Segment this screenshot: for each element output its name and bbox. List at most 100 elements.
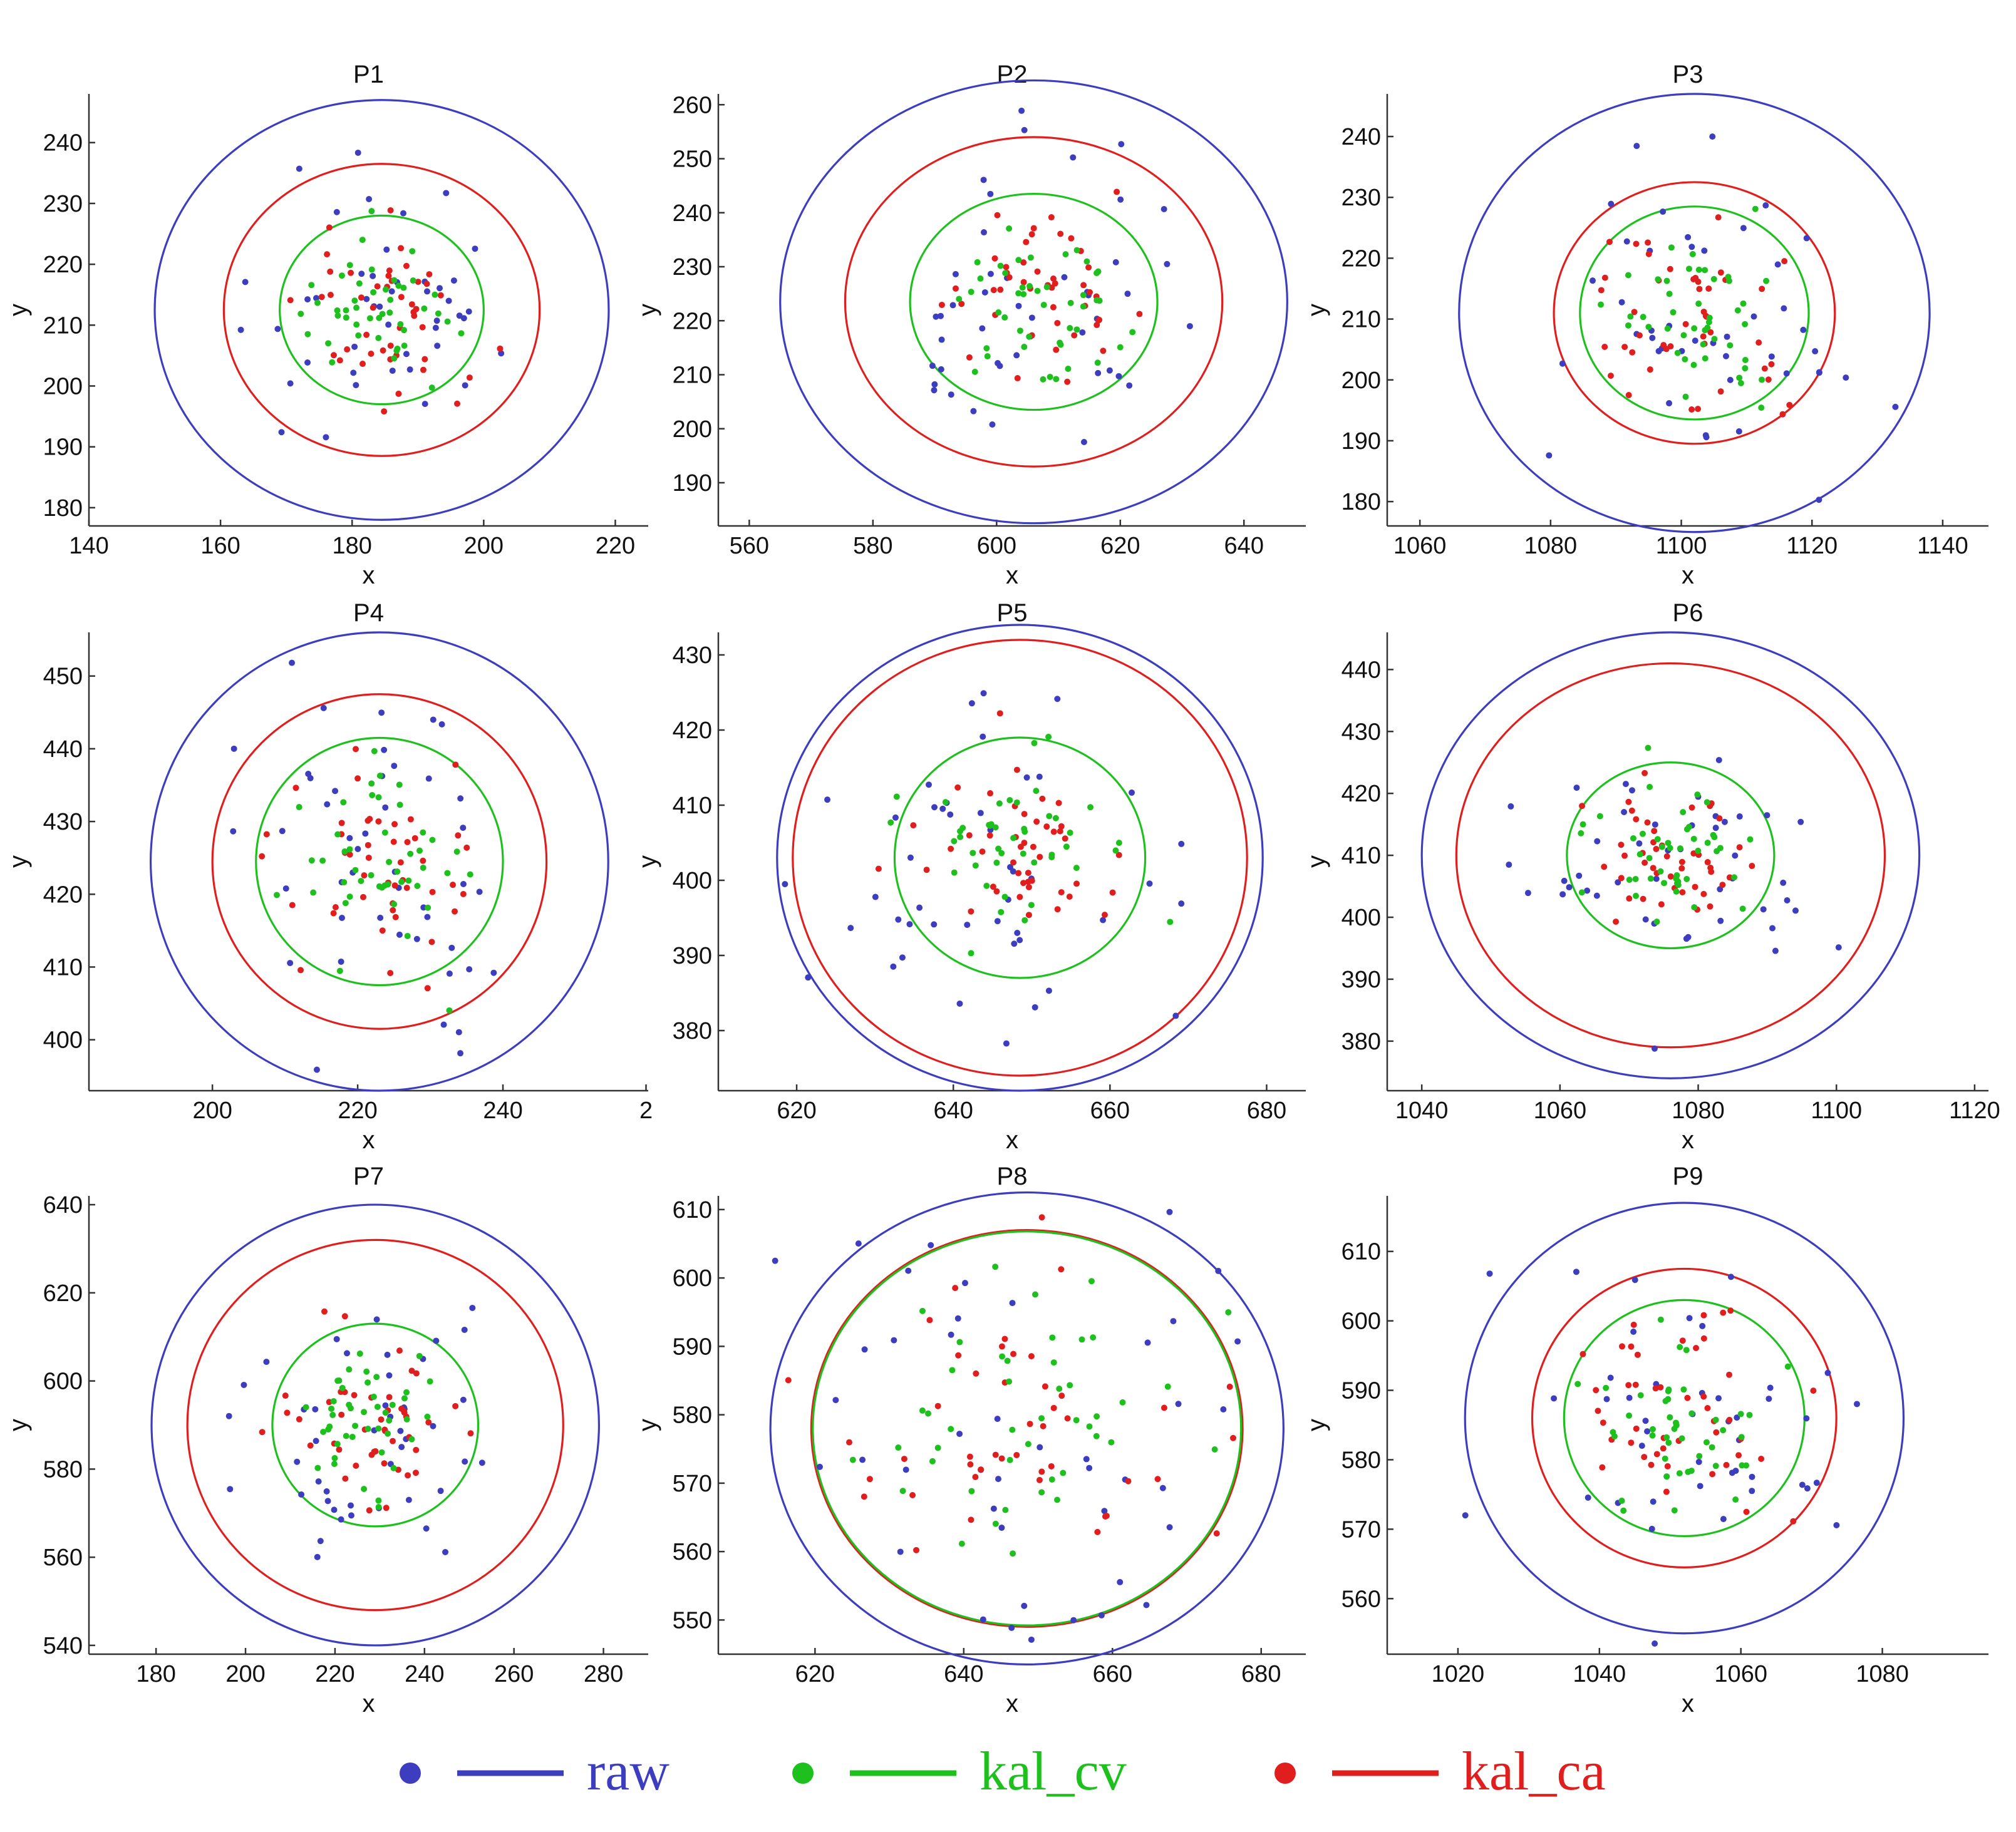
- kal_ca-point: [1667, 873, 1674, 880]
- raw-point: [1692, 337, 1698, 344]
- raw-point: [1524, 890, 1531, 897]
- kal_cv-point: [432, 291, 438, 298]
- kal_ca-point: [1109, 889, 1116, 896]
- raw-point: [1797, 818, 1804, 825]
- kal_ca-point: [1713, 1429, 1720, 1436]
- kal_ca-point: [336, 1446, 343, 1453]
- x-axis-label: x: [1006, 562, 1018, 589]
- raw-point: [1765, 1396, 1772, 1402]
- raw-point: [1642, 916, 1649, 923]
- kal_cv-point: [1596, 813, 1603, 820]
- raw-point: [396, 931, 403, 938]
- kal_ca-point: [1593, 1387, 1600, 1394]
- kal_cv-point: [358, 878, 364, 885]
- kal_ca-point: [365, 854, 372, 861]
- kal_cv-point: [992, 824, 999, 831]
- raw-point: [382, 804, 389, 811]
- kal_cv-point: [1695, 301, 1702, 307]
- raw-point: [1783, 370, 1790, 377]
- kal_ca-point: [408, 1367, 415, 1374]
- kal_cv-point: [919, 1307, 926, 1314]
- raw-point: [1767, 1384, 1774, 1391]
- kal_ca-point: [392, 913, 399, 920]
- kal_cv-point: [435, 310, 442, 317]
- kal_ca-point: [1058, 889, 1065, 896]
- y-tick-label: 240: [1341, 124, 1381, 150]
- raw-point: [338, 1516, 344, 1523]
- kal_cv-point: [1654, 836, 1661, 843]
- kal_cv-point: [375, 794, 382, 801]
- kal_cv-point: [948, 1426, 954, 1433]
- kal_cv-point: [995, 309, 1002, 316]
- kal_cv-point: [1578, 889, 1585, 896]
- raw-point: [315, 1478, 322, 1485]
- kal_cv-point: [1663, 277, 1670, 284]
- raw-circle: [776, 624, 1264, 1092]
- raw-point: [1098, 1612, 1105, 1618]
- raw-point: [324, 801, 331, 808]
- raw-point: [1727, 1274, 1734, 1280]
- kal_cv-point: [416, 847, 423, 854]
- raw-point: [1781, 305, 1787, 312]
- kal_ca-point: [997, 286, 1004, 293]
- raw-point: [1083, 1456, 1090, 1463]
- kal_ca-point: [1160, 1404, 1167, 1411]
- kal_cv-point: [1620, 1507, 1627, 1514]
- raw-point: [872, 893, 879, 900]
- raw-point: [338, 958, 344, 965]
- raw-point: [430, 1423, 437, 1429]
- y-tick-label: 200: [1341, 368, 1381, 394]
- kal_ca-point: [991, 255, 998, 262]
- raw-point: [434, 342, 441, 349]
- x-tick-label: 680: [1247, 1098, 1286, 1124]
- kal_cv-point: [968, 1488, 975, 1495]
- kal_cv-point: [394, 868, 401, 875]
- kal_cv-point: [1108, 1439, 1115, 1446]
- panel-p3: P3 1060 1080 1100 1120 1140 180 190 200 210 220 230…: [1303, 61, 1988, 589]
- kal_ca-point: [1062, 835, 1068, 842]
- kal_cv-point: [924, 1410, 931, 1417]
- kal_cv-point: [1702, 267, 1708, 274]
- kal_cv-point: [346, 262, 353, 269]
- raw-point: [1623, 238, 1630, 245]
- raw-point: [981, 229, 988, 236]
- raw-point: [1009, 1300, 1016, 1307]
- kal_ca-point: [419, 324, 426, 331]
- kal_cv-point: [353, 321, 360, 328]
- kal_ca-point: [263, 831, 270, 838]
- panel-p4: P4 200 220 240 2 400 410 420 430 440 450 x y: [4, 599, 653, 1154]
- kal_ca-point: [259, 1429, 266, 1436]
- panel-title: P6: [1673, 599, 1703, 627]
- kal_ca-point: [968, 908, 974, 915]
- panel-title: P8: [997, 1163, 1028, 1190]
- raw-point: [1166, 1208, 1173, 1215]
- raw-point: [1699, 1322, 1706, 1329]
- raw-point: [1170, 1318, 1177, 1325]
- kal_ca-point: [361, 872, 368, 879]
- y-tick-label: 230: [43, 191, 83, 217]
- raw-point: [902, 1466, 909, 1473]
- raw-point: [1648, 1525, 1655, 1532]
- y-tick-label: 420: [673, 718, 712, 744]
- raw-point: [1016, 937, 1023, 944]
- kal_ca-point: [423, 280, 430, 287]
- x-tick-label: 140: [69, 533, 108, 559]
- kal_cv-point: [375, 1503, 382, 1510]
- raw-point: [968, 700, 975, 707]
- kal_cv-point: [421, 305, 428, 312]
- kal_cv-point: [1655, 276, 1662, 283]
- kal_ca-point: [387, 342, 394, 349]
- kal_cv-point: [1689, 250, 1696, 257]
- raw-point: [1061, 274, 1068, 280]
- kal_cv-point: [1626, 877, 1633, 883]
- kal_ca-point: [1679, 1337, 1686, 1344]
- kal_ca-point: [1100, 347, 1107, 354]
- kal_ca-point: [413, 1446, 420, 1453]
- kal_ca-point: [1633, 816, 1640, 823]
- kal_ca-point: [1667, 265, 1673, 272]
- kal_ca-point: [1080, 282, 1087, 289]
- raw-point: [413, 935, 420, 942]
- kal_cv-point: [416, 1352, 423, 1359]
- kal_cv-point: [1020, 850, 1026, 857]
- kal_ca-point: [973, 1370, 980, 1377]
